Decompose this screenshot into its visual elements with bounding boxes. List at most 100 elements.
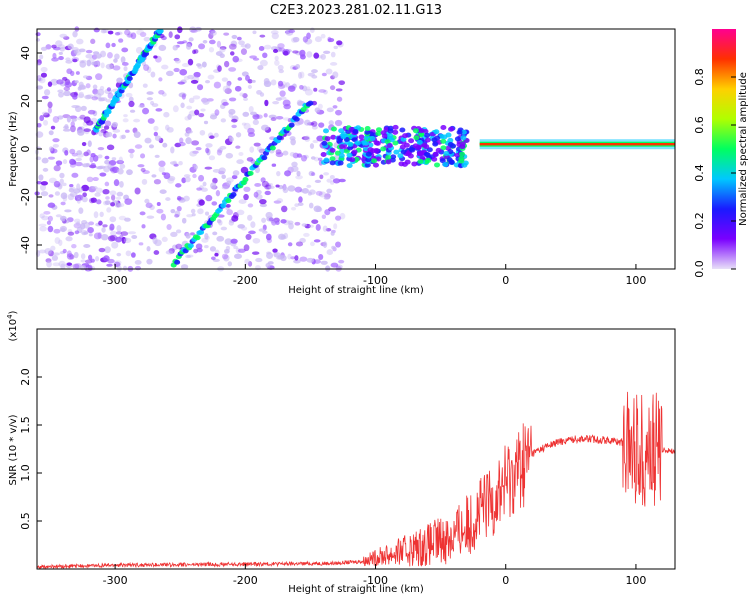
spectrogram-cell (69, 183, 74, 188)
spectrogram-cell (107, 235, 116, 242)
spectrogram-cell (85, 83, 91, 89)
spectrogram-cell (392, 129, 399, 135)
spectrogram-cell (78, 187, 83, 193)
spectrogram-cell (110, 202, 116, 207)
spectrogram-cell (159, 189, 167, 194)
spectrogram-cell (104, 159, 111, 165)
spectrogram-cell (228, 43, 237, 50)
spectrogram-y-label: Frequency (Hz) (8, 111, 19, 187)
spectrogram-cell (235, 132, 242, 138)
spectrogram-cell (202, 98, 210, 105)
spectrogram-cell (187, 113, 192, 120)
spectrogram-cell (139, 31, 147, 38)
spectrogram-cell (134, 259, 142, 265)
spectrogram-cell (35, 131, 44, 138)
spectrogram-cell (209, 246, 217, 252)
spectrogram-cell (319, 174, 324, 180)
spectrogram-cell (214, 252, 219, 257)
spectrogram-cell (158, 44, 167, 51)
spectrogram-cell (90, 162, 96, 169)
spectrogram-cell (57, 115, 64, 120)
spectrogram-cell (205, 143, 213, 148)
spectrogram-cell (443, 151, 450, 157)
spectrogram-cell (43, 112, 50, 118)
spectrogram-cell (454, 136, 461, 142)
spectrogram-cell (184, 176, 191, 183)
spectrogram-cell (352, 129, 359, 135)
spectrogram-cell (313, 52, 320, 59)
spectrogram-cell (292, 36, 300, 43)
spectrogram-cell (185, 232, 191, 239)
spectrogram-cell (208, 39, 216, 45)
spectrogram-cell (88, 197, 95, 204)
spectrogram-cell (183, 174, 191, 178)
spectrogram-cell (282, 99, 291, 107)
spectrogram-cell (36, 62, 41, 66)
spectrogram-cell (111, 194, 116, 201)
spectrogram-cell (208, 155, 216, 161)
spectrogram-cell (374, 140, 381, 146)
spectrogram-cell (385, 159, 392, 165)
spectrogram-cell (36, 180, 43, 185)
spectrogram-cell (232, 170, 240, 176)
spectrogram-cell (59, 178, 64, 184)
spectrogram-cell (386, 142, 393, 148)
spectrogram-cell (328, 120, 334, 126)
spectrogram-cell (53, 228, 61, 234)
spectrogram-cell (99, 172, 107, 177)
spectrogram-cell (273, 48, 279, 54)
spectrogram-cell (168, 31, 173, 39)
spectrogram-cell (115, 236, 123, 243)
spectrogram-cell (118, 156, 124, 164)
spectrogram-cell (142, 170, 150, 175)
spectrogram-cell (320, 151, 327, 157)
spectrogram-cell (72, 94, 78, 100)
spectrogram-cell (402, 133, 409, 139)
spectrogram-cell (234, 85, 242, 92)
spectrogram-cell (314, 179, 322, 183)
spectrogram-cell (404, 159, 411, 165)
spectrogram-cell (328, 206, 337, 212)
spectrogram-cell (87, 140, 92, 147)
spectrogram-cell (120, 231, 129, 236)
spectrogram-cell (307, 191, 312, 196)
spectrogram-cell (74, 161, 83, 167)
snr-multiplier-base: (x10 (8, 319, 19, 342)
spectrogram-cell (125, 129, 130, 133)
spectrogram-cell (270, 30, 279, 35)
spectrogram-cell (202, 181, 207, 187)
spectrogram-cell (175, 229, 182, 234)
spectrogram-cell (219, 145, 227, 150)
spectrogram-cell (220, 118, 227, 123)
spectrogram-cell (74, 80, 79, 84)
spectrogram-cell (52, 116, 60, 123)
spectrogram-cell (165, 197, 171, 202)
spectrogram-cell (150, 71, 156, 78)
spectrogram-cell (432, 151, 439, 157)
spectrogram-cell (114, 53, 120, 60)
spectrogram-cell (300, 106, 307, 112)
spectrogram-cell (256, 114, 263, 119)
spectrogram-cell (92, 84, 98, 90)
spectrogram-cell (51, 255, 59, 261)
spectrogram-cell (71, 118, 77, 122)
y-tick-label: 40 (19, 46, 32, 60)
spectrogram-cell (58, 51, 64, 55)
spectrogram-cell (93, 27, 100, 33)
spectrogram-cell (320, 260, 328, 265)
spectrogram-cell (69, 148, 76, 155)
spectrogram-cell (38, 78, 43, 82)
spectrogram-cell (137, 164, 145, 168)
spectrogram-x-ticks: -300 -200 -100 0 100 (103, 264, 646, 287)
spectrogram-cell (294, 221, 301, 226)
spectrogram-cell (435, 147, 442, 153)
spectrogram-cell (196, 247, 203, 253)
spectrogram-cell (76, 150, 83, 156)
spectrogram-cell (98, 220, 103, 226)
spectrogram-cell (408, 146, 415, 152)
spectrogram-cell (265, 262, 271, 268)
snr-y-label: SNR (10 * v/v) (8, 414, 19, 485)
spectrogram-cell (51, 57, 59, 62)
spectrogram-cell (112, 129, 121, 133)
spectrogram-cell (243, 186, 251, 193)
